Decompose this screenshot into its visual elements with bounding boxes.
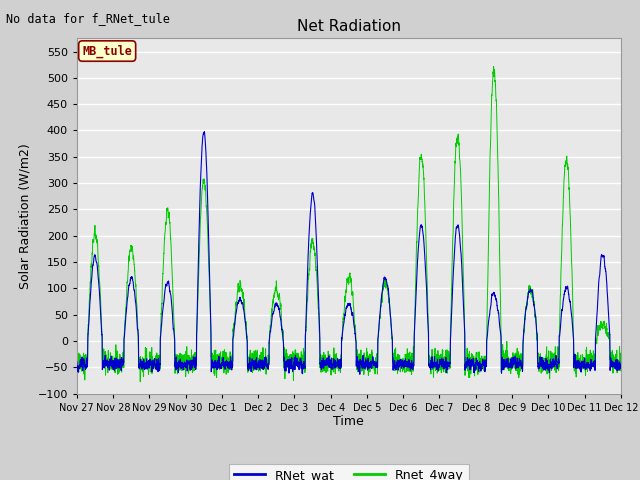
- Text: MB_tule: MB_tule: [82, 44, 132, 58]
- RNet_wat: [171, 336, 179, 342]
- Y-axis label: Solar Radiation (W/m2): Solar Radiation (W/m2): [19, 143, 32, 289]
- RNet_wat: [502, 360, 509, 366]
- RNet_wat: [471, 366, 479, 372]
- Rnet_4way: [441, 360, 449, 365]
- RNet_wat: [73, 359, 81, 364]
- Title: Net Radiation: Net Radiation: [297, 20, 401, 35]
- Rnet_4way: [136, 379, 144, 384]
- RNet_wat: [617, 361, 625, 367]
- Rnet_4way: [490, 63, 497, 69]
- Rnet_4way: [329, 359, 337, 364]
- RNet_wat: [356, 372, 364, 377]
- Line: RNet_wat: RNet_wat: [77, 132, 621, 374]
- Rnet_4way: [171, 338, 179, 344]
- Text: No data for f_RNet_tule: No data for f_RNet_tule: [6, 12, 170, 25]
- Rnet_4way: [471, 362, 479, 368]
- Legend: RNet_wat, Rnet_4way: RNet_wat, Rnet_4way: [229, 464, 468, 480]
- Rnet_4way: [502, 350, 509, 356]
- X-axis label: Time: Time: [333, 415, 364, 429]
- Rnet_4way: [617, 366, 625, 372]
- RNet_wat: [200, 129, 208, 134]
- Line: Rnet_4way: Rnet_4way: [77, 66, 621, 382]
- Rnet_4way: [616, 355, 624, 360]
- RNet_wat: [616, 361, 624, 367]
- RNet_wat: [441, 361, 449, 367]
- RNet_wat: [329, 362, 337, 368]
- Rnet_4way: [73, 364, 81, 370]
